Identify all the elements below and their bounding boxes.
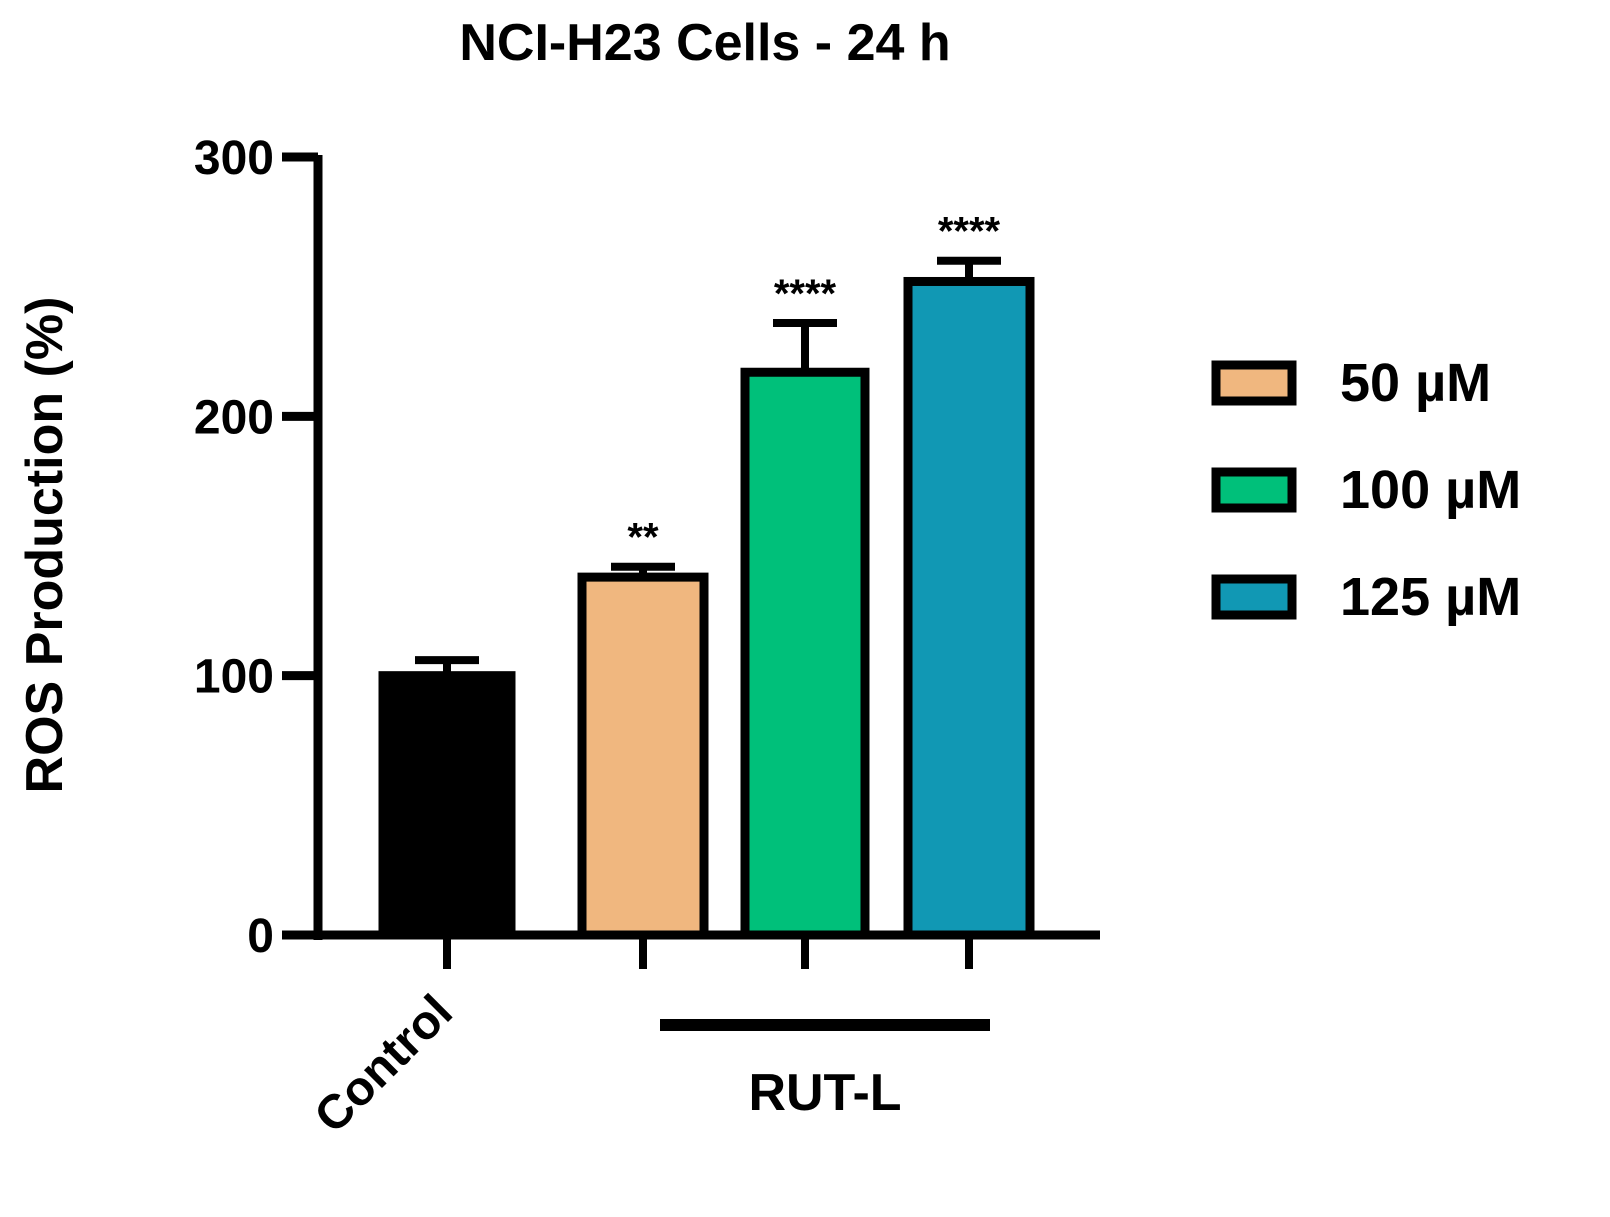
legend-swatch [1211, 467, 1297, 513]
y-tick-label: 100 [194, 651, 274, 704]
bar [577, 572, 709, 940]
bar [740, 367, 870, 940]
x-tick-label: Control [305, 985, 463, 1143]
legend-label: 100 µM [1340, 460, 1521, 520]
y-tick-label: 300 [194, 132, 274, 185]
chart-title: NCI-H23 Cells - 24 h [459, 14, 950, 72]
legend-swatch [1211, 574, 1297, 620]
legend-swatch [1211, 360, 1297, 406]
bar [378, 671, 516, 940]
y-axis-label: ROS Production (%) [16, 297, 74, 794]
legend-label: 50 µM [1340, 353, 1491, 413]
legend-label: 125 µM [1340, 567, 1521, 627]
significance-label: **** [774, 272, 837, 316]
y-tick-label: 0 [247, 910, 274, 963]
bar [903, 276, 1035, 940]
group-label: RUT-L [748, 1064, 901, 1122]
significance-label: ** [627, 516, 659, 560]
y-tick-label: 200 [194, 391, 274, 444]
significance-label: **** [938, 210, 1001, 254]
